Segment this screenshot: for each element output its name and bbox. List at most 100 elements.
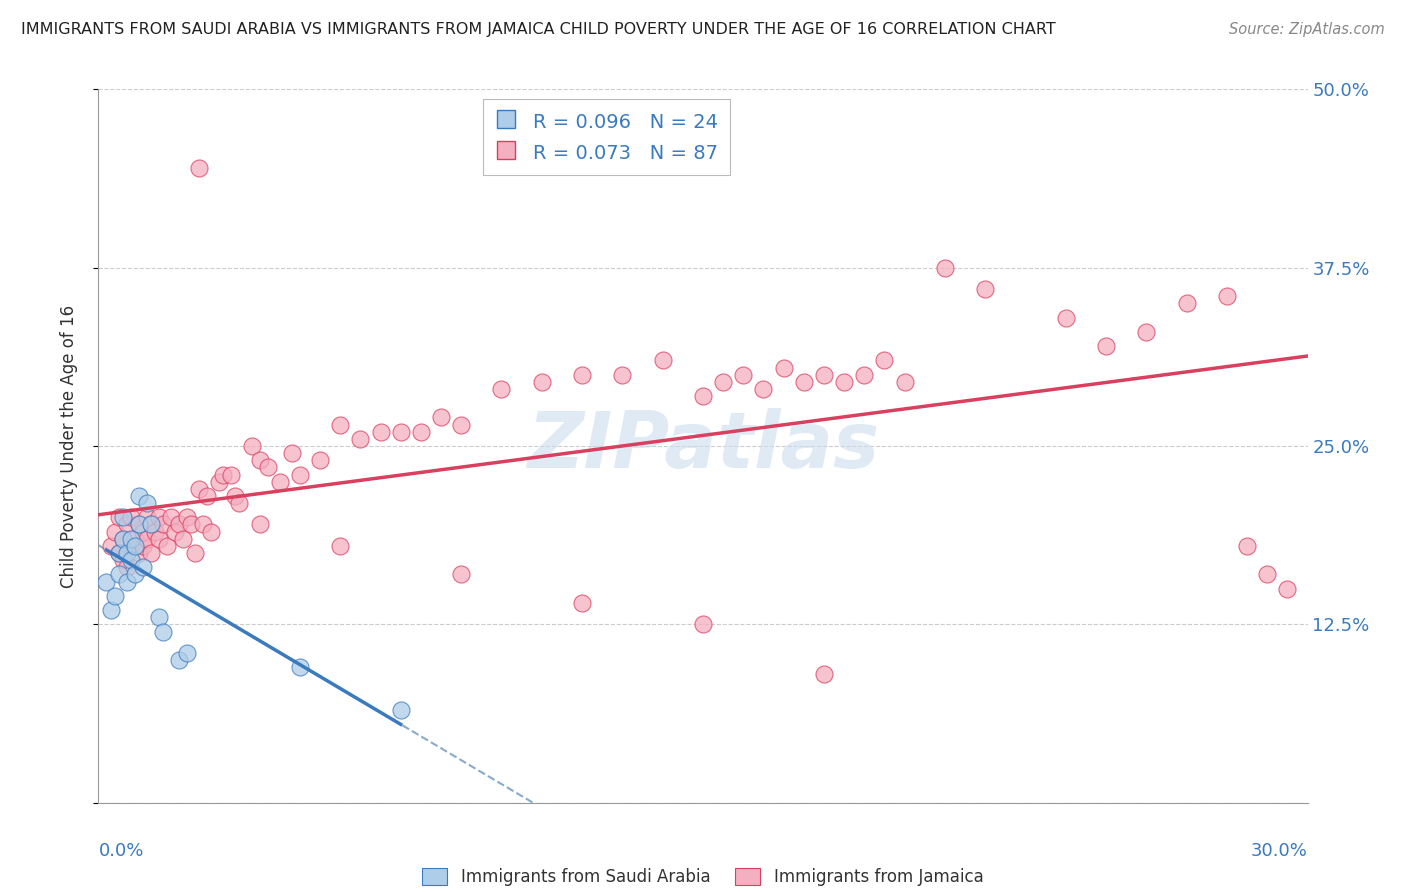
Point xyxy=(132,560,155,574)
Point xyxy=(288,660,311,674)
Point xyxy=(107,567,129,582)
Point xyxy=(208,475,231,489)
Point xyxy=(139,517,162,532)
Point xyxy=(281,446,304,460)
Point xyxy=(172,532,194,546)
Point xyxy=(188,482,211,496)
Point xyxy=(370,425,392,439)
Point xyxy=(180,517,202,532)
Point xyxy=(115,546,138,560)
Point xyxy=(152,624,174,639)
Point xyxy=(167,653,190,667)
Point xyxy=(813,667,835,681)
Point xyxy=(793,375,815,389)
Point xyxy=(111,532,134,546)
Point xyxy=(200,524,222,539)
Point xyxy=(115,517,138,532)
Point xyxy=(139,517,162,532)
Point xyxy=(832,375,855,389)
Point xyxy=(813,368,835,382)
Point xyxy=(349,432,371,446)
Point xyxy=(139,546,162,560)
Point xyxy=(221,467,243,482)
Point xyxy=(135,532,157,546)
Point xyxy=(1135,325,1157,339)
Point xyxy=(120,553,142,567)
Point xyxy=(124,539,146,553)
Point xyxy=(156,539,179,553)
Point xyxy=(176,510,198,524)
Point xyxy=(107,510,129,524)
Point xyxy=(100,603,122,617)
Point xyxy=(132,524,155,539)
Point xyxy=(450,567,472,582)
Point xyxy=(100,539,122,553)
Point xyxy=(115,574,138,589)
Point xyxy=(107,546,129,560)
Point xyxy=(107,546,129,560)
Point xyxy=(135,496,157,510)
Point xyxy=(571,596,593,610)
Point xyxy=(103,589,125,603)
Point xyxy=(132,539,155,553)
Point xyxy=(124,532,146,546)
Point xyxy=(128,517,150,532)
Point xyxy=(148,510,170,524)
Point xyxy=(111,553,134,567)
Point xyxy=(256,460,278,475)
Point xyxy=(873,353,896,368)
Point xyxy=(692,389,714,403)
Point xyxy=(195,489,218,503)
Point xyxy=(1216,289,1239,303)
Point xyxy=(1277,582,1299,596)
Point xyxy=(530,375,553,389)
Point xyxy=(309,453,332,467)
Point xyxy=(772,360,794,375)
Point xyxy=(120,510,142,524)
Text: ZIPatlas: ZIPatlas xyxy=(527,408,879,484)
Point xyxy=(128,517,150,532)
Point xyxy=(96,574,118,589)
Point xyxy=(176,646,198,660)
Point xyxy=(651,353,673,368)
Text: 0.0%: 0.0% xyxy=(98,842,143,860)
Point xyxy=(120,539,142,553)
Point xyxy=(128,546,150,560)
Point xyxy=(111,532,134,546)
Text: 30.0%: 30.0% xyxy=(1251,842,1308,860)
Point xyxy=(269,475,291,489)
Point xyxy=(1256,567,1278,582)
Point xyxy=(1095,339,1118,353)
Point xyxy=(329,539,352,553)
Point xyxy=(934,260,956,275)
Point xyxy=(193,517,215,532)
Point xyxy=(120,532,142,546)
Point xyxy=(430,410,453,425)
Point xyxy=(1054,310,1077,325)
Point xyxy=(853,368,876,382)
Point xyxy=(1236,539,1258,553)
Point xyxy=(612,368,634,382)
Point xyxy=(148,610,170,624)
Legend: Immigrants from Saudi Arabia, Immigrants from Jamaica: Immigrants from Saudi Arabia, Immigrants… xyxy=(416,861,990,892)
Point xyxy=(128,489,150,503)
Point xyxy=(224,489,246,503)
Point xyxy=(491,382,513,396)
Point xyxy=(249,453,271,467)
Point xyxy=(288,467,311,482)
Point xyxy=(167,517,190,532)
Point xyxy=(733,368,755,382)
Point xyxy=(184,546,207,560)
Point xyxy=(103,524,125,539)
Point xyxy=(212,467,235,482)
Point xyxy=(692,617,714,632)
Point xyxy=(974,282,997,296)
Point xyxy=(389,703,412,717)
Text: Source: ZipAtlas.com: Source: ZipAtlas.com xyxy=(1229,22,1385,37)
Point xyxy=(228,496,250,510)
Point xyxy=(711,375,734,389)
Point xyxy=(163,524,186,539)
Point xyxy=(450,417,472,432)
Point xyxy=(152,517,174,532)
Point xyxy=(329,417,352,432)
